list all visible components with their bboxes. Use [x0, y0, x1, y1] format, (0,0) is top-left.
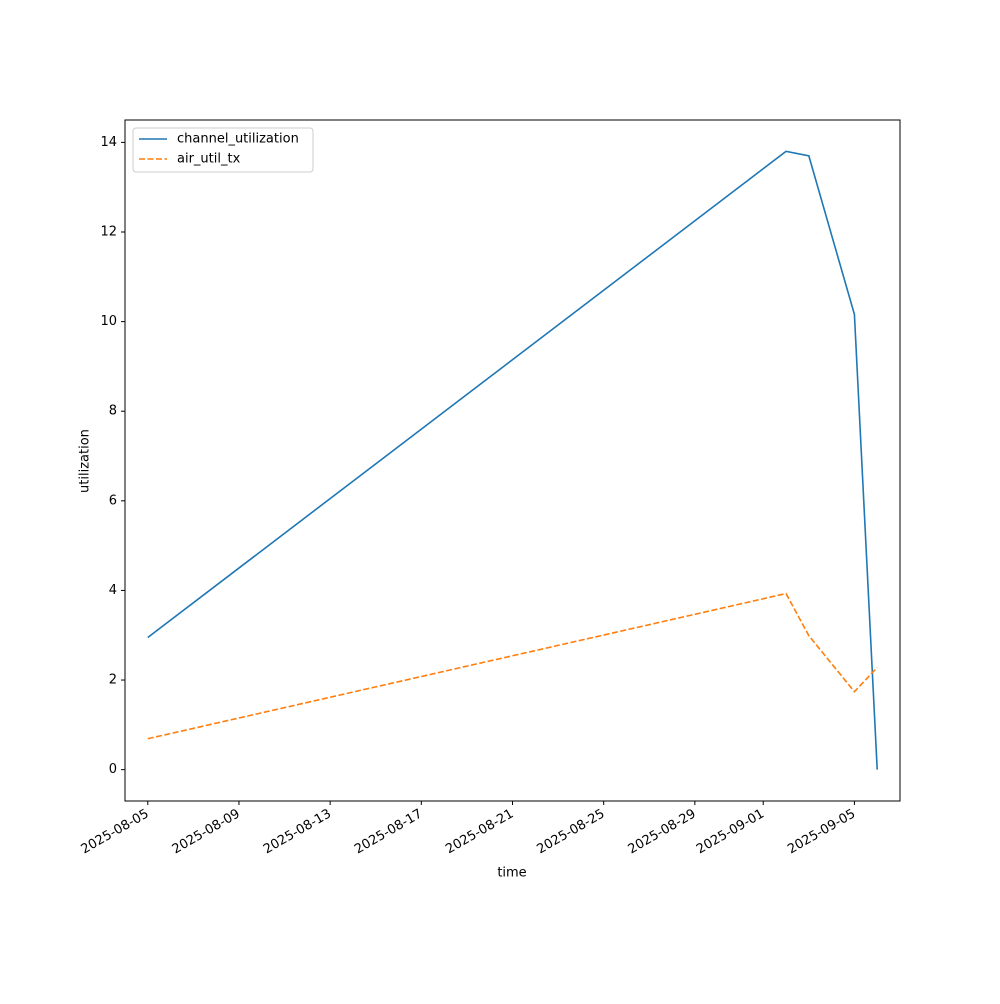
- line-series: [147, 150, 879, 770]
- line-series: [147, 592, 878, 740]
- y-tick-label: 12: [100, 225, 117, 240]
- y-tick-label: 14: [100, 135, 117, 150]
- y-tick-label: 6: [109, 493, 117, 508]
- legend-box: [132, 127, 314, 173]
- plot-frame: [124, 119, 901, 802]
- legend-label: channel_utilization: [177, 132, 299, 147]
- y-tick-label: 0: [109, 762, 117, 777]
- y-tick-label: 8: [109, 404, 117, 419]
- legend-label: air_util_tx: [177, 152, 241, 167]
- y-tick-label: 2: [109, 673, 117, 688]
- y-axis-label: utilization: [78, 429, 93, 493]
- y-tick-label: 4: [109, 583, 117, 598]
- x-axis-label: time: [497, 866, 526, 881]
- y-tick-label: 10: [100, 314, 117, 329]
